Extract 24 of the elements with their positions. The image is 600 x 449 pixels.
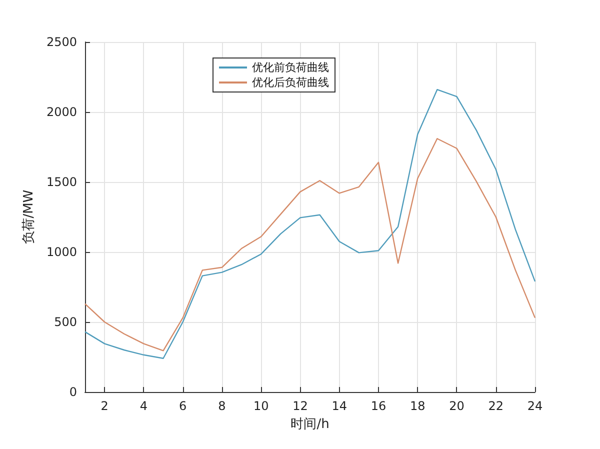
y-tick-label: 500 (54, 315, 77, 329)
legend-label: 优化后负荷曲线 (252, 76, 329, 89)
x-tick-label: 16 (370, 399, 386, 413)
y-tick-label: 1500 (46, 175, 77, 189)
y-tick-label: 0 (69, 385, 77, 399)
x-tick-label: 20 (449, 399, 464, 413)
x-tick-label: 8 (218, 399, 226, 413)
x-tick-label: 2 (100, 399, 108, 413)
y-tick-label: 2500 (46, 35, 77, 49)
x-tick-label: 6 (179, 399, 187, 413)
x-axis-title: 时间/h (290, 417, 330, 432)
line-series (84, 89, 536, 359)
x-tick-label: 24 (527, 399, 543, 413)
y-tick-label: 2000 (46, 105, 77, 119)
legend-label: 优化前负荷曲线 (252, 61, 329, 74)
x-tick-label: 4 (140, 399, 148, 413)
line-series (84, 138, 536, 352)
y-tick-label: 1000 (46, 245, 77, 259)
y-axis-title: 负荷/MW (22, 190, 37, 244)
x-tick-label: 10 (253, 399, 269, 413)
x-tick-label: 22 (488, 399, 504, 413)
x-tick-label: 12 (292, 399, 308, 413)
x-tick-label: 18 (410, 399, 426, 413)
x-tick-label: 14 (332, 399, 347, 413)
